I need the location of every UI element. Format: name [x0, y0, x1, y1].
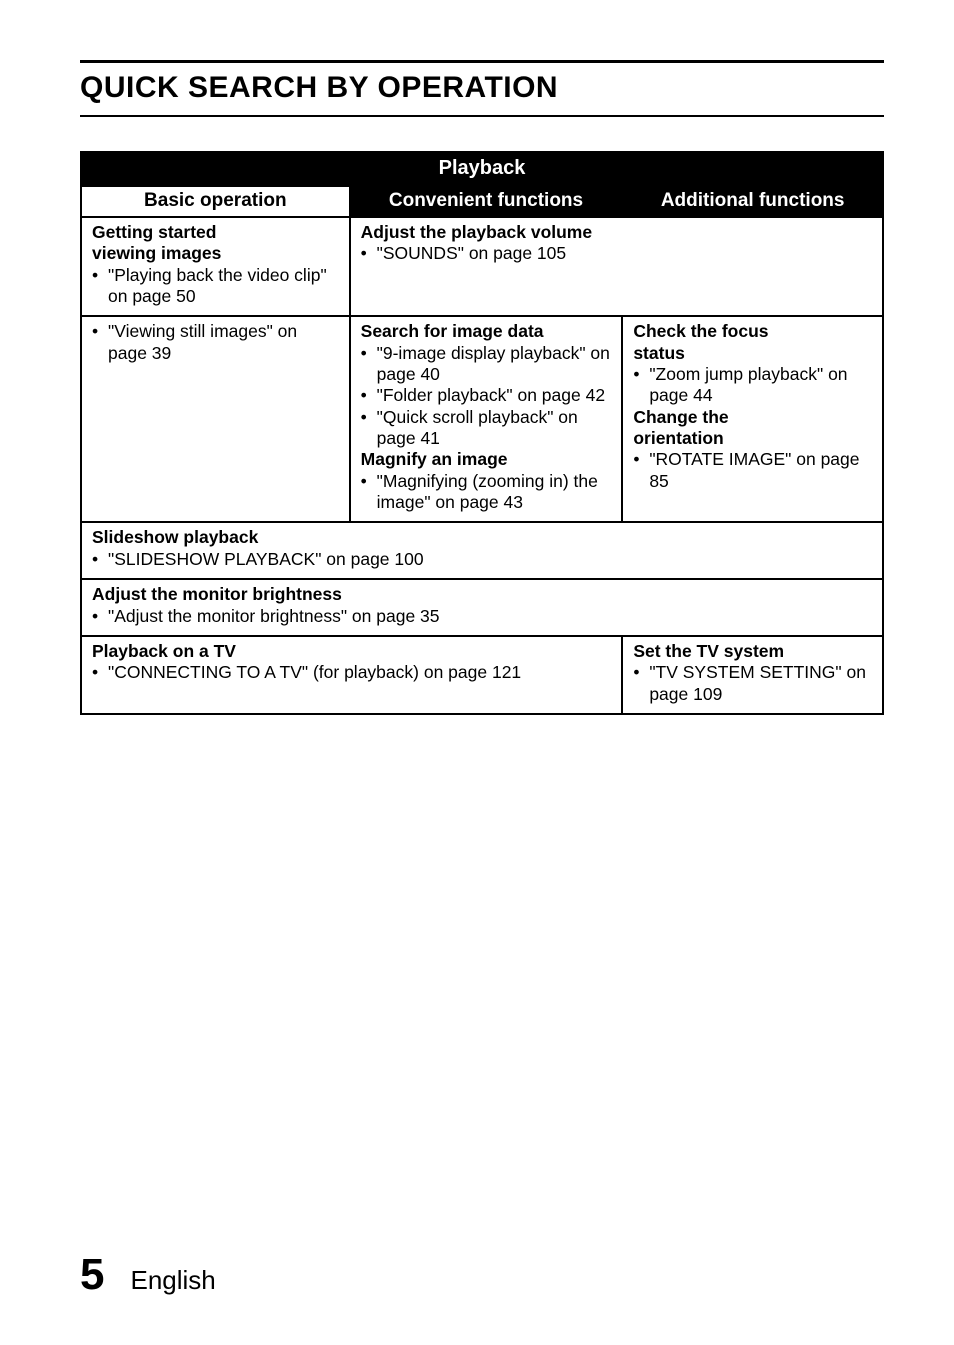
bullet-zoom-jump: "Zoom jump playback" on page 44	[633, 364, 874, 407]
cell-viewing-still: "Viewing still images" on page 39	[81, 316, 350, 522]
cell-monitor-brightness: Adjust the monitor brightness "Adjust th…	[81, 579, 883, 636]
cell-slideshow: Slideshow playback "SLIDESHOW PLAYBACK" …	[81, 522, 883, 579]
page-number: 5	[80, 1250, 104, 1300]
title-block: QUICK SEARCH BY OPERATION	[80, 60, 884, 117]
bullet-playing-back-video: "Playing back the video clip" on page 50	[92, 265, 341, 308]
heading-adjust-volume: Adjust the playback volume	[361, 222, 874, 243]
bullet-magnifying: "Magnifying (zooming in) the image" on p…	[361, 471, 614, 514]
bullet-folder-playback: "Folder playback" on page 42	[361, 385, 614, 406]
header-additional-functions: Additional functions	[622, 186, 883, 217]
bullet-rotate-image: "ROTATE IMAGE" on page 85	[633, 449, 874, 492]
page-footer: 5 English	[80, 1250, 216, 1300]
cell-search-image-data: Search for image data "9-image display p…	[350, 316, 623, 522]
bullet-9image: "9-image display playback" on page 40	[361, 343, 614, 386]
table-row: "Viewing still images" on page 39 Search…	[81, 316, 883, 522]
table-header-row-2: Basic operation Convenient functions Add…	[81, 186, 883, 217]
bullet-quick-scroll: "Quick scroll playback" on page 41	[361, 407, 614, 450]
bullet-connect-tv: "CONNECTING TO A TV" (for playback) on p…	[92, 662, 613, 683]
bullet-tv-system: "TV SYSTEM SETTING" on page 109	[633, 662, 874, 705]
heading-check-focus-l1: Check the focus	[633, 321, 874, 342]
heading-getting-started-l1: Getting started	[92, 222, 341, 243]
cell-check-focus: Check the focus status "Zoom jump playba…	[622, 316, 883, 522]
heading-search-image-data: Search for image data	[361, 321, 614, 342]
heading-check-focus-l2: status	[633, 343, 874, 364]
heading-change-orientation-l2: orientation	[633, 428, 874, 449]
table-row: Slideshow playback "SLIDESHOW PLAYBACK" …	[81, 522, 883, 579]
heading-magnify-image: Magnify an image	[361, 449, 614, 470]
header-convenient-functions: Convenient functions	[350, 186, 623, 217]
heading-tv-system: Set the TV system	[633, 641, 874, 662]
cell-adjust-volume: Adjust the playback volume "SOUNDS" on p…	[350, 217, 883, 316]
bullet-monitor-brightness: "Adjust the monitor brightness" on page …	[92, 606, 874, 627]
bullet-viewing-still-images: "Viewing still images" on page 39	[92, 321, 341, 364]
playback-table: Playback Basic operation Convenient func…	[80, 151, 884, 715]
language-label: English	[130, 1265, 215, 1296]
bullet-sounds: "SOUNDS" on page 105	[361, 243, 874, 264]
page-title: QUICK SEARCH BY OPERATION	[80, 71, 558, 104]
table-header-row-1: Playback	[81, 152, 883, 186]
header-basic-operation: Basic operation	[81, 186, 350, 217]
table-row: Getting started viewing images "Playing …	[81, 217, 883, 316]
cell-getting-started: Getting started viewing images "Playing …	[81, 217, 350, 316]
table-row: Adjust the monitor brightness "Adjust th…	[81, 579, 883, 636]
cell-playback-tv: Playback on a TV "CONNECTING TO A TV" (f…	[81, 636, 622, 714]
header-playback: Playback	[81, 152, 883, 186]
cell-tv-system: Set the TV system "TV SYSTEM SETTING" on…	[622, 636, 883, 714]
heading-monitor-brightness: Adjust the monitor brightness	[92, 584, 874, 605]
table-row: Playback on a TV "CONNECTING TO A TV" (f…	[81, 636, 883, 714]
heading-slideshow: Slideshow playback	[92, 527, 874, 548]
heading-change-orientation-l1: Change the	[633, 407, 874, 428]
heading-getting-started-l2: viewing images	[92, 243, 341, 264]
page-root: QUICK SEARCH BY OPERATION Playback Basic…	[0, 0, 954, 1345]
heading-playback-tv: Playback on a TV	[92, 641, 613, 662]
bullet-slideshow: "SLIDESHOW PLAYBACK" on page 100	[92, 549, 874, 570]
